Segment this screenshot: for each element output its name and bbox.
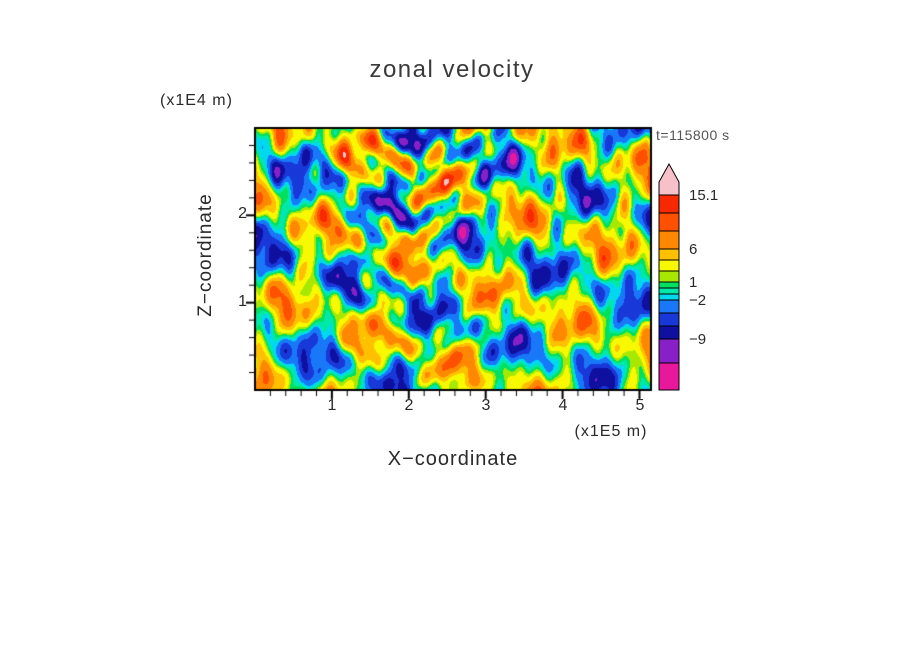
colorbar-tick-label: 6 [689, 241, 697, 258]
colorbar-segment [658, 299, 680, 314]
colorbar-segment [658, 312, 680, 327]
colorbar-segment [658, 270, 680, 283]
colorbar-tick-label: 15.1 [689, 187, 718, 204]
colorbar-tick-label: −9 [689, 331, 706, 348]
x-tick-label: 4 [558, 397, 568, 414]
colorbar-segment [658, 338, 680, 364]
x-axis-title: X−coordinate [387, 448, 519, 470]
contour-field-canvas [243, 116, 663, 402]
colorbar-segment [658, 194, 680, 214]
z-axis-title: Z−coordinate [195, 193, 216, 317]
x-tick-label: 2 [404, 397, 414, 414]
colorbar-arrow-over [658, 162, 680, 196]
colorbar-segment [658, 248, 680, 261]
x-tick-label: 5 [635, 397, 645, 414]
colorbar-tick-label: 1 [689, 274, 697, 291]
x-axis-unit-label: (x1E5 m) [574, 423, 648, 440]
z-tick-label: 1 [238, 293, 247, 310]
x-tick-label: 3 [481, 397, 491, 414]
colorbar-segment [658, 230, 680, 250]
x-tick-label: 1 [327, 397, 337, 414]
colorbar-segment [658, 212, 680, 232]
colorbar-segment [658, 287, 680, 295]
z-tick-label: 2 [238, 205, 247, 222]
z-axis-unit-label: (x1E4 m) [160, 92, 233, 109]
colorbar-segment [658, 362, 680, 391]
plot-title: zonal velocity [369, 56, 535, 83]
time-label: t=115800 s [656, 127, 730, 143]
colorbar-segment [658, 325, 680, 340]
colorbar-segment [658, 259, 680, 272]
colorbar: 15.1 6 1−2 −9 [658, 162, 718, 391]
colorbar-segment [658, 293, 680, 301]
colorbar-tick-label: −2 [689, 292, 706, 309]
colorbar-segment [658, 281, 680, 289]
